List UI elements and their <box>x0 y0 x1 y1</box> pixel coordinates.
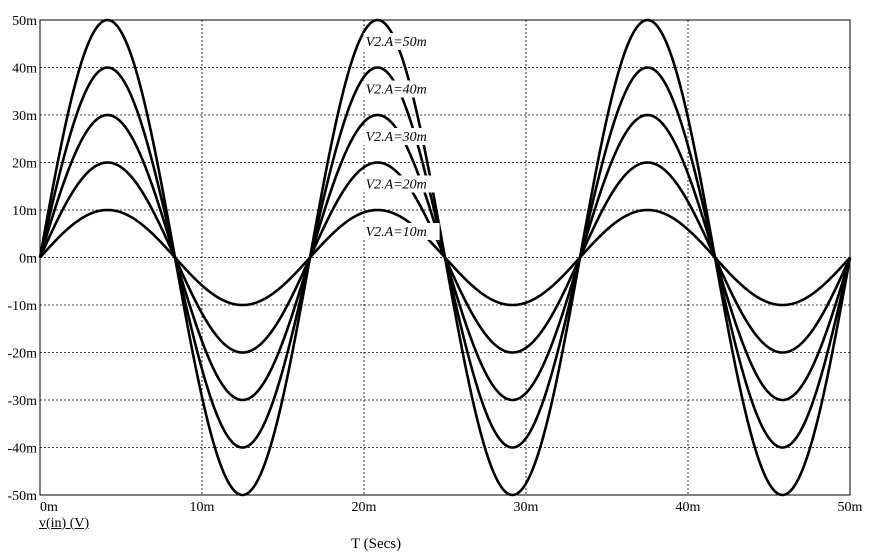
y-tick-label: -20m <box>7 347 37 362</box>
y-tick-label: -10m <box>7 299 37 314</box>
x-tick-label: 10m <box>190 500 215 515</box>
y-axis-label: v(in) (V) <box>39 516 90 531</box>
series-label-background <box>363 175 440 193</box>
grid <box>40 20 850 495</box>
plot-frame <box>39 19 851 496</box>
y-tick-label: 0m <box>19 252 37 267</box>
series-label: V2.A=10m <box>366 225 427 240</box>
series-label: V2.A=50m <box>366 35 427 50</box>
y-tick-label: -30m <box>7 394 37 409</box>
series-label: V2.A=20m <box>366 178 427 193</box>
tick-labels: 0m 10m 20m 30m 40m 50m 50m 40m 30m 20m 10m 0m -10m -2… <box>7 14 862 515</box>
y-tick-label: 40m <box>12 62 37 77</box>
x-tick-label: 40m <box>676 500 701 515</box>
series-label-background <box>363 80 440 98</box>
x-tick-label: 50m <box>838 500 863 515</box>
series-label-background <box>363 33 440 50</box>
series-label: V2.A=40m <box>366 83 427 98</box>
y-tick-label: 30m <box>12 109 37 124</box>
x-tick-label: 30m <box>514 500 539 515</box>
series-labels: V2.A=50m V2.A=40m V2.A=30m V2.A=20m V2.A=10m <box>363 33 440 240</box>
x-tick-label: 0m <box>40 500 58 515</box>
y-tick-label: -40m <box>7 442 37 457</box>
x-tick-label: 20m <box>352 500 377 515</box>
y-tick-label: 10m <box>12 204 37 219</box>
series-label-background <box>363 223 440 240</box>
x-axis-label: T (Secs) <box>351 536 402 552</box>
y-tick-label: -50m <box>7 489 37 504</box>
curves <box>38 18 852 497</box>
series-label: V2.A=30m <box>366 130 427 145</box>
y-tick-label: 50m <box>12 14 37 29</box>
series-label-background <box>363 128 440 145</box>
y-tick-label: 20m <box>12 157 37 172</box>
series-line <box>39 208 851 307</box>
